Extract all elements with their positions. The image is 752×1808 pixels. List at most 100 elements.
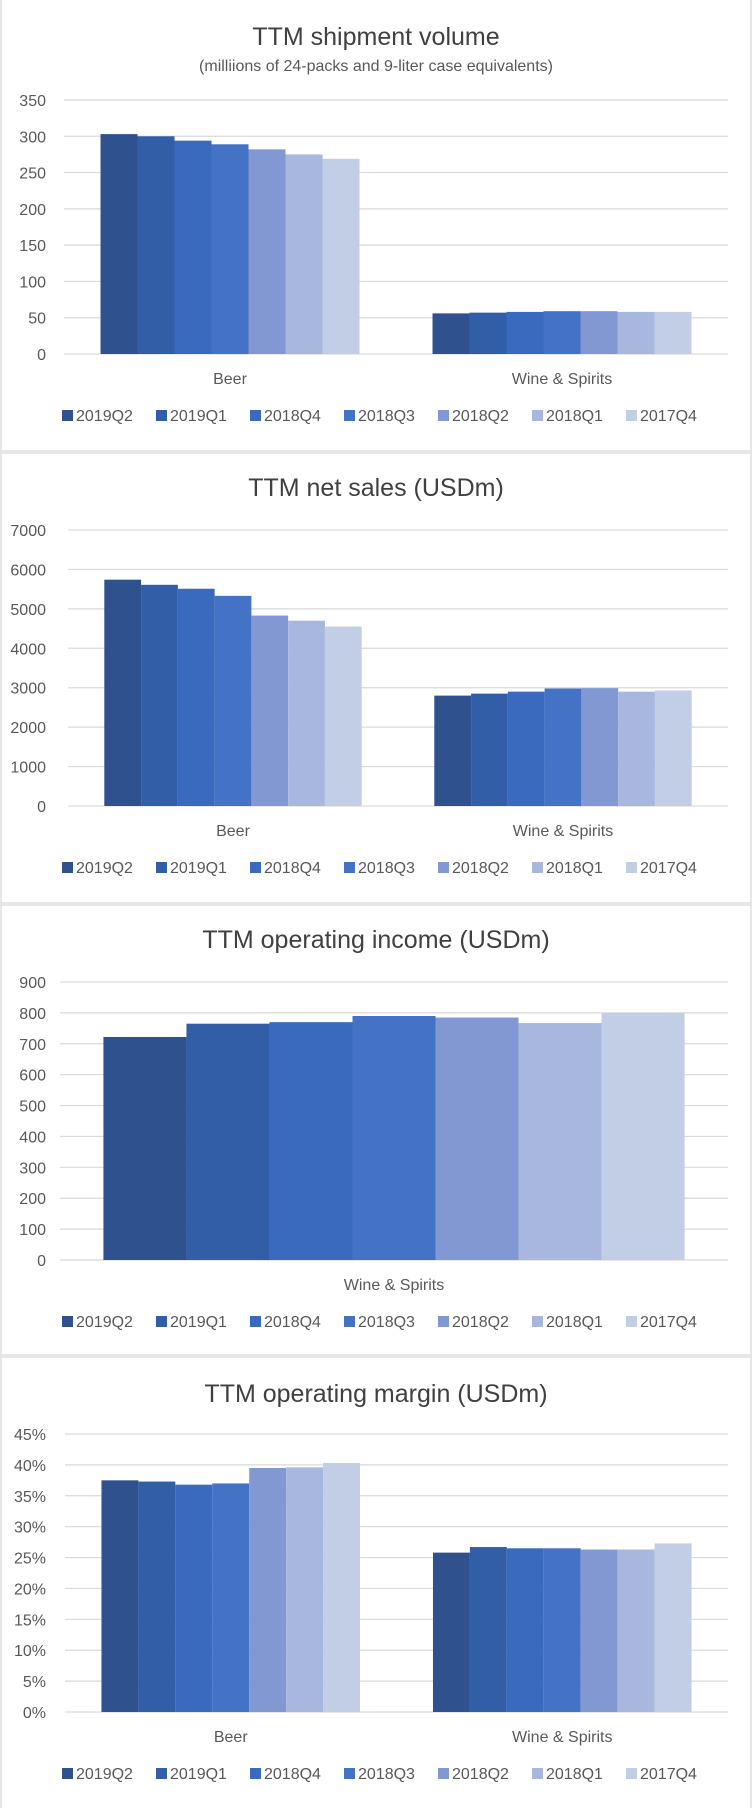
bar-2017q4-beer <box>323 1463 361 1712</box>
y-tick-label: 200 <box>19 202 46 219</box>
bar-2018q4-wine-spirits <box>507 691 545 806</box>
legend-label: 2017Q4 <box>640 860 697 877</box>
legend-swatch <box>626 410 637 421</box>
bar-2019q1-wine-spirits <box>471 693 508 806</box>
legend-label: 2018Q2 <box>452 1766 509 1783</box>
legend-label: 2019Q2 <box>76 408 133 425</box>
bar-2017q4-wine-spirits <box>654 690 692 806</box>
y-tick-label: 1000 <box>10 760 46 777</box>
y-tick-label: 45% <box>14 1427 46 1444</box>
legend-label: 2018Q3 <box>358 1766 415 1783</box>
bar-2018q2-wine-spirits <box>435 1017 519 1260</box>
bar-2018q3-beer <box>212 1483 250 1712</box>
category-label: Wine & Spirits <box>513 823 613 840</box>
bar-2018q2-beer <box>248 149 286 354</box>
y-tick-label: 0 <box>37 347 46 364</box>
shipment-volume-chart: TTM shipment volume (milliions of 24-pack… <box>19 23 728 425</box>
legend-label: 2017Q4 <box>640 1766 697 1783</box>
legend-label: 2019Q2 <box>76 1766 133 1783</box>
legend-swatch <box>344 1768 355 1779</box>
legend-label: 2018Q1 <box>546 408 603 425</box>
legend-swatch <box>532 862 543 873</box>
bar-2019q2-beer <box>104 579 142 806</box>
legend-label: 2018Q4 <box>264 1314 321 1331</box>
chart-title: TTM operating income (USDm) <box>202 926 549 954</box>
net-sales-chart: TTM net sales (USDm) 0 1000 2000 3000 4000 500… <box>10 474 728 877</box>
legend-swatch <box>532 1768 543 1779</box>
legend-swatch <box>626 1768 637 1779</box>
legend: 2019Q2 2019Q1 2018Q4 2018Q3 2018Q2 2018Q1 2017… <box>62 860 697 877</box>
legend: 2019Q2 2019Q1 2018Q4 2018Q3 2018Q2 2018Q1 2017… <box>62 408 697 425</box>
legend-swatch <box>62 1316 73 1327</box>
legend-swatch <box>62 862 73 873</box>
bar-2017q4-wine-spirits <box>601 1012 685 1260</box>
bar-2018q1-wine-spirits <box>618 691 655 806</box>
legend-swatch <box>438 1316 449 1327</box>
legend-swatch <box>156 410 167 421</box>
bar-2018q1-wine-spirits <box>617 311 655 354</box>
y-tick-label: 5000 <box>10 602 46 619</box>
y-tick-label: 15% <box>14 1612 46 1629</box>
bar-2018q1-beer <box>288 620 325 806</box>
legend-swatch <box>532 410 543 421</box>
legend-swatch <box>156 1316 167 1327</box>
bar-2019q1-wine-spirits <box>469 1547 507 1712</box>
legend-swatch <box>62 410 73 421</box>
legend-swatch <box>344 410 355 421</box>
chart-title: TTM operating margin (USDm) <box>204 1380 547 1408</box>
legend-swatch <box>250 1768 261 1779</box>
y-tick-label: 7000 <box>10 523 46 540</box>
category-label: Beer <box>216 823 250 840</box>
legend-swatch <box>250 862 261 873</box>
legend-swatch <box>62 1768 73 1779</box>
y-tick-label: 3000 <box>10 681 46 698</box>
y-tick-label: 250 <box>19 166 46 183</box>
bar-2018q2-wine-spirits <box>580 1549 618 1712</box>
legend-label: 2018Q4 <box>264 408 321 425</box>
bar-2019q2-wine-spirits <box>432 313 470 354</box>
y-tick-label: 100 <box>19 1222 46 1239</box>
bar-2018q4-beer <box>174 140 212 354</box>
chart-title: TTM shipment volume <box>252 23 499 51</box>
y-tick-label: 0% <box>23 1705 46 1722</box>
legend-swatch <box>344 862 355 873</box>
y-tick-label: 30% <box>14 1520 46 1537</box>
chart-title: TTM net sales (USDm) <box>248 474 504 502</box>
bar-2018q4-wine-spirits <box>506 311 544 354</box>
bar-2018q3-beer <box>211 144 249 354</box>
y-tick-label: 350 <box>19 93 46 110</box>
bar-2018q4-wine-spirits <box>269 1022 353 1260</box>
operating-income-chart: TTM operating income (USDm) 0 100 200 300 400… <box>19 926 728 1331</box>
legend-label: 2018Q1 <box>546 1766 603 1783</box>
category-label: Beer <box>213 371 247 388</box>
category-label: Beer <box>214 1729 248 1746</box>
bar-2018q2-wine-spirits <box>581 688 619 806</box>
y-tick-label: 900 <box>19 975 46 992</box>
legend-label: 2018Q3 <box>358 408 415 425</box>
legend-label: 2018Q1 <box>546 860 603 877</box>
y-tick-label: 20% <box>14 1581 46 1598</box>
bar-2019q1-wine-spirits <box>469 312 507 354</box>
bar-2018q2-beer <box>249 1467 287 1712</box>
legend-swatch <box>156 1768 167 1779</box>
bar-2018q1-wine-spirits <box>518 1023 602 1260</box>
category-label: Wine & Spirits <box>512 371 612 388</box>
legend-label: 2018Q3 <box>358 860 415 877</box>
legend-label: 2019Q1 <box>170 408 227 425</box>
y-tick-label: 4000 <box>10 641 46 658</box>
bars <box>104 579 692 806</box>
bar-2018q3-wine-spirits <box>352 1015 436 1260</box>
y-tick-label: 6000 <box>10 562 46 579</box>
y-tick-label: 300 <box>19 129 46 146</box>
legend-swatch <box>344 1316 355 1327</box>
bar-2019q1-beer <box>141 584 178 806</box>
y-tick-label: 100 <box>19 274 46 291</box>
shipment-volume-chart-panel: TTM shipment volume (milliions of 24-pack… <box>2 0 750 450</box>
chart-subtitle: (milliions of 24-packs and 9-liter case … <box>199 58 553 75</box>
bars <box>100 134 692 354</box>
legend-label: 2018Q4 <box>264 1766 321 1783</box>
legend-swatch <box>156 862 167 873</box>
y-tick-label: 0 <box>37 799 46 816</box>
legend: 2019Q2 2019Q1 2018Q4 2018Q3 2018Q2 2018Q1 2017… <box>62 1314 697 1331</box>
y-tick-label: 10% <box>14 1643 46 1660</box>
